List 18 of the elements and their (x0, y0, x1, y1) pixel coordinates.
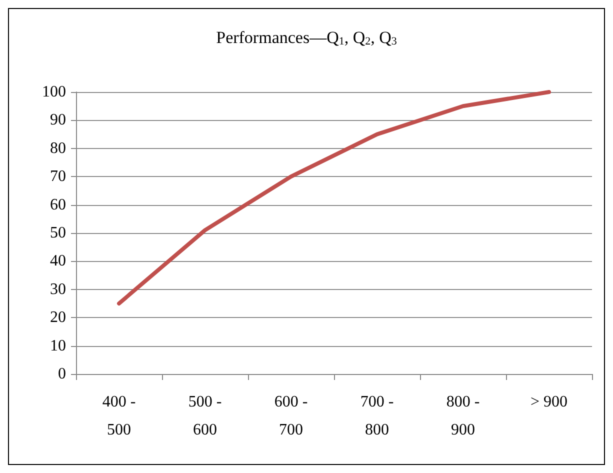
y-tick-label: 30 (50, 280, 66, 298)
y-tick-label: 10 (50, 337, 66, 354)
y-tick-label: 100 (42, 84, 66, 100)
y-tick-label: 40 (50, 252, 66, 270)
x-tick-label: 500 - 600 (188, 394, 222, 438)
line-series (117, 90, 551, 306)
x-tick-label: 800 - 900 (446, 394, 480, 438)
y-tick-label: 80 (50, 140, 66, 157)
y-tick-label: 90 (50, 112, 66, 129)
y-tick-label: 70 (50, 168, 66, 186)
x-tick-label: > 900 (530, 394, 568, 410)
y-tick-label: 20 (50, 309, 66, 326)
y-tick-label: 50 (50, 224, 66, 242)
y-tick-label: 0 (58, 366, 66, 382)
x-tick-label: 600 - 700 (274, 394, 308, 438)
x-tick-label: 400 - 500 (102, 394, 136, 438)
x-tick-label: 700 - 800 (360, 394, 394, 438)
y-tick-label: 60 (50, 196, 66, 214)
